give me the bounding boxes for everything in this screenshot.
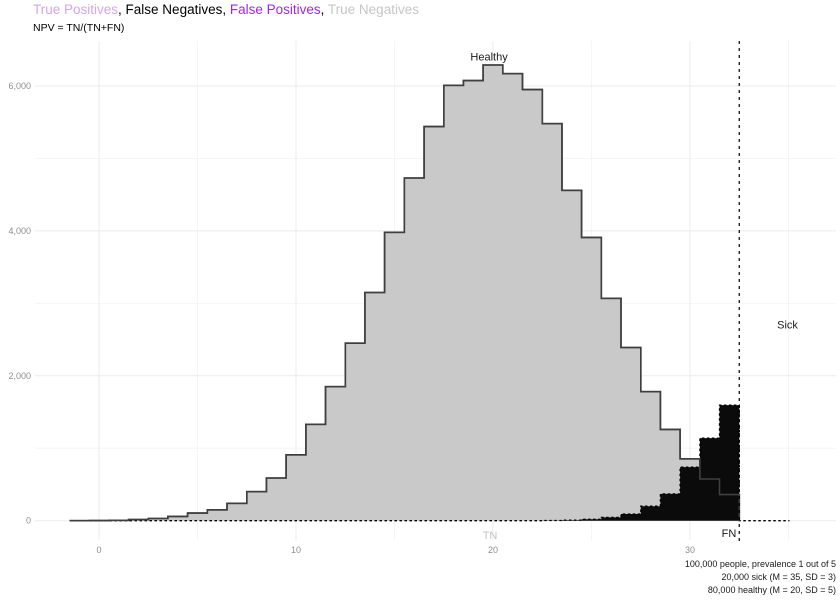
annotation-fn-label: FN (722, 528, 737, 540)
legend-separator: , (118, 2, 126, 17)
legend-separator: , (320, 2, 328, 17)
chart-caption: 100,000 people, prevalence 1 out of 5 20… (685, 558, 836, 597)
y-tick-label: 6,000 (8, 81, 31, 91)
histogram-healthy-outline (69, 64, 741, 522)
legend-true-positives: True Positives (33, 2, 119, 17)
y-tick-label: 2,000 (8, 371, 31, 381)
legend-false-negatives: False Negatives (125, 2, 223, 17)
annotation-healthy-label: Healthy (470, 52, 508, 64)
annotation-tn-label: TN (483, 530, 498, 542)
legend-separator: , (222, 2, 230, 17)
chart-title: True Positives, False Negatives, False P… (33, 2, 419, 18)
histogram-healthy-tn (69, 64, 741, 522)
annotation-sick-label: Sick (777, 320, 798, 332)
y-tick-label: 0 (26, 516, 31, 526)
x-tick-label: 20 (488, 545, 498, 555)
caption-line-healthy: 80,000 healthy (M = 20, SD = 5) (707, 585, 836, 595)
histogram-sick-fn (69, 404, 790, 522)
x-tick-label: 30 (685, 545, 695, 555)
x-tick-label: 0 (96, 545, 101, 555)
y-tick-label: 4,000 (8, 226, 31, 236)
x-tick-label: 10 (291, 545, 301, 555)
chart-subtitle: NPV = TN/(TN+FN) (33, 22, 125, 34)
caption-line-sick: 20,000 sick (M = 35, SD = 3) (721, 572, 836, 582)
legend-false-positives: False Positives (229, 2, 321, 17)
caption-line-population: 100,000 people, prevalence 1 out of 5 (684, 559, 836, 569)
legend-true-negatives: True Negatives (327, 2, 419, 17)
